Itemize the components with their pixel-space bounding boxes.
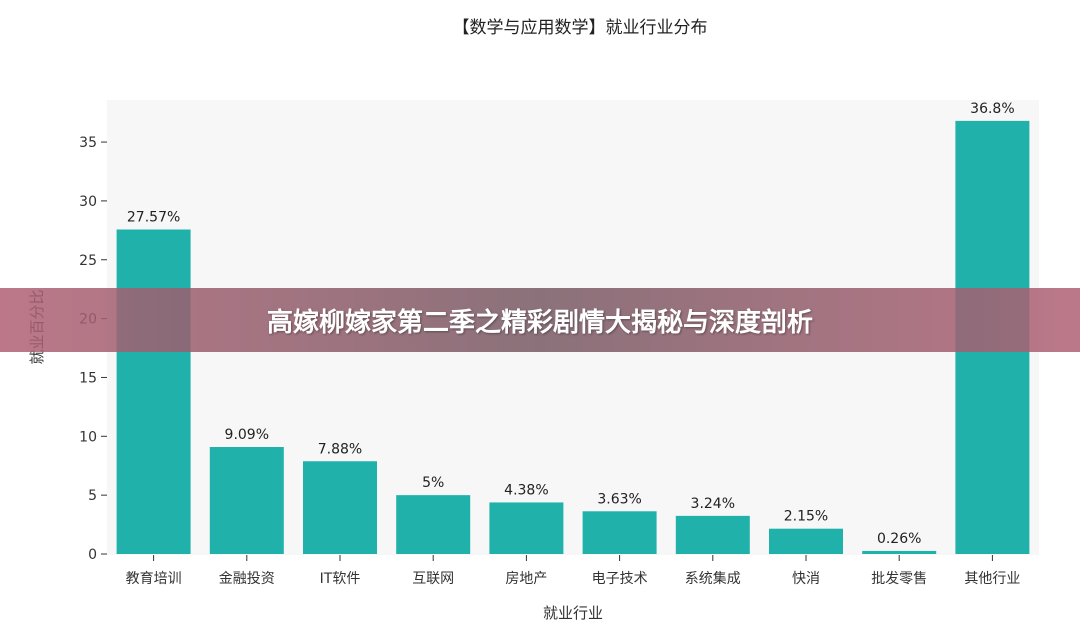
bar-value-label: 9.09%	[225, 427, 269, 443]
x-tick-label: 金融投资	[219, 571, 275, 587]
x-tick-label: 房地产	[505, 571, 547, 587]
bar-value-label: 2.15%	[784, 509, 828, 525]
bar	[396, 495, 471, 554]
y-tick-label: 25	[79, 253, 97, 269]
y-tick-label: 5	[88, 488, 97, 504]
bar-value-label: 4.38%	[504, 482, 548, 498]
y-tick-label: 15	[79, 370, 97, 386]
bar	[769, 528, 843, 554]
overlay-banner: 高嫁柳嫁家第二季之精彩剧情大揭秘与深度剖析	[0, 288, 1080, 352]
bar-value-label: 3.63%	[597, 491, 641, 507]
y-tick-label: 10	[79, 429, 97, 445]
x-tick-label: 快消	[792, 571, 820, 587]
bar	[303, 461, 377, 554]
bar-value-label: 7.88%	[318, 441, 362, 457]
chart-title: 【数学与应用数学】就业行业分布	[453, 18, 708, 38]
bar-value-label: 5%	[422, 475, 444, 491]
x-tick-label: IT软件	[320, 571, 361, 587]
bar	[675, 515, 750, 554]
bar-value-label: 0.26%	[877, 531, 921, 547]
y-tick-label: 0	[88, 547, 97, 563]
x-axis: 教育培训 金融投资 IT软件 互联网 房地产 电子技术 系统集成 快消 批发零售 其他行业	[126, 555, 1020, 587]
x-tick-label: 互联网	[412, 571, 454, 587]
banner-title: 高嫁柳嫁家第二季之精彩剧情大揭秘与深度剖析	[266, 307, 813, 338]
x-tick-label: 批发零售	[871, 571, 927, 587]
bar	[862, 550, 937, 554]
bar-value-label: 36.8%	[970, 101, 1014, 117]
x-tick-label: 教育培训	[126, 571, 182, 587]
x-tick-label: 系统集成	[685, 570, 741, 587]
bar	[209, 447, 284, 554]
bar	[116, 229, 191, 554]
bar	[489, 502, 564, 554]
x-tick-label: 其他行业	[964, 571, 1020, 587]
bar-value-label: 3.24%	[691, 496, 735, 512]
bar-value-label: 27.57%	[127, 210, 180, 226]
x-axis-label: 就业行业	[543, 604, 603, 622]
x-tick-label: 电子技术	[592, 571, 648, 587]
bar	[582, 511, 657, 554]
y-tick-label: 35	[79, 135, 97, 151]
y-tick-label: 30	[79, 194, 97, 210]
